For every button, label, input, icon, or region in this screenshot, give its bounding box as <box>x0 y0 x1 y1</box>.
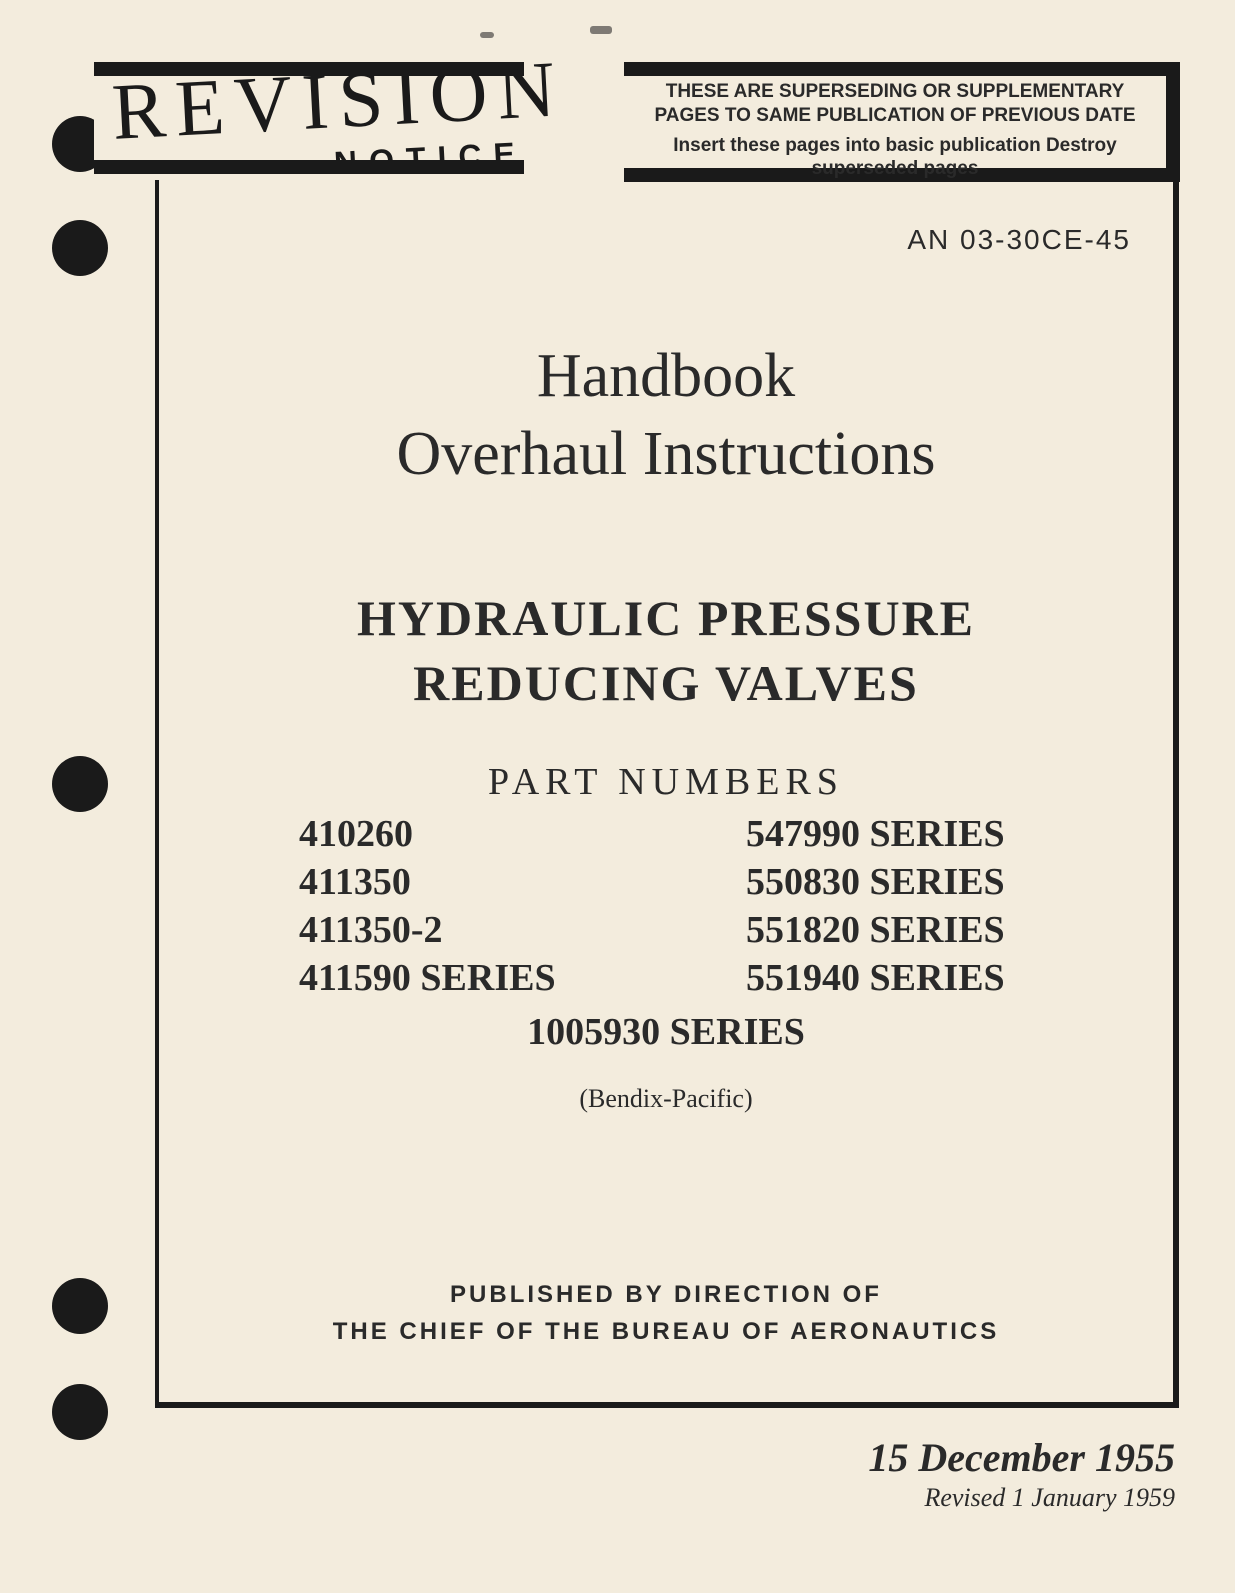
punch-hole <box>52 756 108 812</box>
issue-date: 15 December 1955 <box>868 1434 1175 1481</box>
title-line-2: Overhaul Instructions <box>159 416 1173 494</box>
subject-line-1: HYDRAULIC PRESSURE <box>159 586 1173 651</box>
part-numbers-last: 1005930 SERIES <box>159 1010 1173 1054</box>
banner-right-block: THESE ARE SUPERSEDING OR SUPPLEMENTARY P… <box>624 62 1180 182</box>
revision-notice-banner: REVISION NOTICE THESE ARE SUPERSEDING OR… <box>94 62 1180 180</box>
pn-right-0: 547990 SERIES <box>706 812 1033 856</box>
pn-right-3: 551940 SERIES <box>706 956 1033 1000</box>
subject-line-2: REDUCING VALVES <box>159 651 1173 716</box>
title-line-1: Handbook <box>159 338 1173 416</box>
pn-left-0: 410260 <box>299 812 626 856</box>
punch-hole <box>52 1278 108 1334</box>
insert-destroy-text: Insert these pages into basic publicatio… <box>638 134 1152 182</box>
revised-date: Revised 1 January 1959 <box>868 1483 1175 1513</box>
part-numbers-header: PART NUMBERS <box>159 760 1173 804</box>
pn-left-2: 411350-2 <box>299 908 626 952</box>
document-id: AN 03-30CE-45 <box>907 224 1131 256</box>
subject-block: HYDRAULIC PRESSURE REDUCING VALVES PART … <box>159 586 1173 804</box>
manufacturer: (Bendix-Pacific) <box>159 1084 1173 1114</box>
banner-rule-bottom <box>94 160 524 174</box>
title-block: Handbook Overhaul Instructions <box>159 338 1173 493</box>
punch-hole <box>52 220 108 276</box>
punch-hole <box>52 1384 108 1440</box>
pn-left-3: 411590 SERIES <box>299 956 626 1000</box>
pn-right-2: 551820 SERIES <box>706 908 1033 952</box>
pn-left-1: 411350 <box>299 860 626 904</box>
scan-artifact <box>480 26 650 46</box>
pn-right-1: 550830 SERIES <box>706 860 1033 904</box>
part-numbers-grid: 410260 547990 SERIES 411350 550830 SERIE… <box>299 812 1033 1000</box>
document-frame: AN 03-30CE-45 Handbook Overhaul Instruct… <box>155 170 1179 1408</box>
publisher-line-2: THE CHIEF OF THE BUREAU OF AERONAUTICS <box>159 1313 1173 1350</box>
footer-dates: 15 December 1955 Revised 1 January 1959 <box>868 1434 1175 1513</box>
publisher-line-1: PUBLISHED BY DIRECTION OF <box>159 1276 1173 1313</box>
publisher-block: PUBLISHED BY DIRECTION OF THE CHIEF OF T… <box>159 1276 1173 1350</box>
superseding-text: THESE ARE SUPERSEDING OR SUPPLEMENTARY P… <box>638 80 1152 128</box>
